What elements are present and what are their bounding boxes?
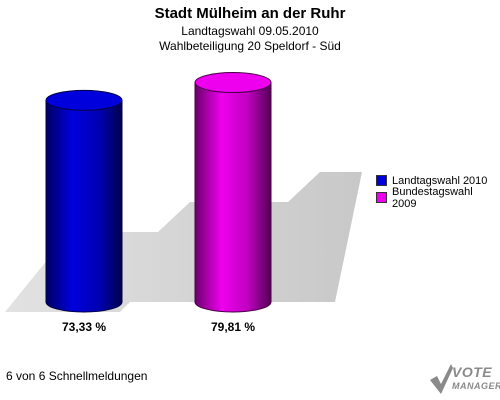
legend-item-landtagswahl: Landtagswahl 2010 <box>376 172 500 189</box>
chart-subtitle-turnout: Wahlbeteiligung 20 Speldorf - Süd <box>159 39 341 53</box>
chart-subtitle-election: Landtagswahl 09.05.2010 <box>181 24 319 38</box>
bar-top-landtagswahl-2010 <box>45 89 123 111</box>
legend-item-bundestagswahl: Bundestagswahl 2009 <box>376 186 500 210</box>
legend-label-landtagswahl: Landtagswahl 2010 <box>392 174 488 187</box>
bar-landtagswahl-2010 <box>45 99 123 313</box>
chart-legend: Landtagswahl 2010 Bundestagswahl 2009 <box>376 172 500 210</box>
legend-label-bundestagswahl: Bundestagswahl 2009 <box>391 185 473 210</box>
data-label-bundestagswahl-2009: 79,81 % <box>211 320 255 334</box>
vote-manager-logo: VOTE MANAGER <box>428 362 500 398</box>
chart-title: Stadt Mülheim an der Ruhr <box>154 5 346 22</box>
bar-top-bundestagswahl-2009 <box>194 72 272 94</box>
checkmark-icon <box>430 364 453 394</box>
legend-swatch-bundestagswahl <box>376 192 387 203</box>
logo-text-manager: MANAGER <box>452 381 500 391</box>
footer-reports-count: 6 von 6 Schnellmeldungen <box>6 369 148 383</box>
data-label-landtagswahl-2010: 73,33 % <box>62 320 106 334</box>
bars-group: 73,33 % 79,81 % <box>45 72 272 334</box>
logo-text-vote: VOTE <box>452 364 493 380</box>
legend-swatch-landtagswahl <box>376 175 387 186</box>
bar-bundestagswahl-2009 <box>194 82 272 313</box>
